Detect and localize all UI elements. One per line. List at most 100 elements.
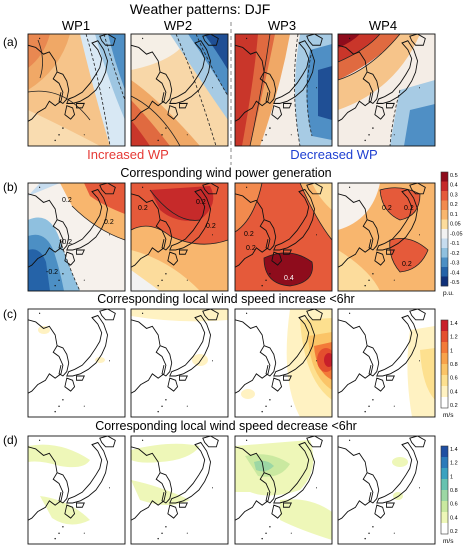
colorbar-swatch [441, 512, 448, 524]
colorbar-swatch [441, 238, 448, 249]
colorbar-tick-label: -0.3 [450, 261, 459, 267]
b-wp1-contour-label-3: -0.2 [60, 239, 72, 246]
column-header-wp1: WP1 [62, 18, 90, 33]
colorbar-swatch [441, 210, 448, 220]
colorbar-tick-label: 0.2 [450, 403, 458, 409]
colorbar-wind-power: 0.5 0.4 0.3 0.2 0.1 0.05 -0.05 -0.1 -0.2 -0.3 -0.4… [440, 171, 463, 297]
b-wp3-contour-label-2: 0.2 [246, 245, 256, 252]
colorbar-swatch [441, 172, 448, 182]
colorbar-swatch [441, 257, 448, 268]
map-a-wp3 [234, 33, 333, 147]
colorbar-tick-label: 0.8 [450, 488, 458, 494]
colorbar-tick-label: -0.5 [450, 280, 459, 286]
colorbar-swatch [441, 219, 448, 230]
colorbar-swatch [441, 375, 448, 387]
colorbar-swatch [441, 446, 448, 458]
column-header-wp3: WP3 [268, 18, 296, 33]
colorbar-tick-label: 0.2 [450, 529, 458, 535]
map-b-wp4: 0.2 0.2 0.2 [337, 182, 436, 292]
row-d-title: Corresponding local wind speed decrease … [95, 419, 357, 433]
colorbar-swatch [441, 457, 448, 469]
colorbar-tick-label: 0.8 [450, 362, 458, 368]
row-b-wind-power: 0.2 0.2 -0.2 -0.2 0.2 0.2 0.2 [27, 182, 436, 292]
colorbar-tick-label: 0.2 [450, 202, 458, 208]
column-header-wp2: WP2 [164, 18, 192, 33]
colorbar-tick-label: 1 [450, 348, 453, 354]
colorbar-swatch [441, 181, 448, 192]
colorbar-tick-label: 0.05 [450, 222, 461, 228]
colorbar-unit-label: m/s [443, 412, 454, 419]
colorbar-tick-label: 0.3 [450, 192, 458, 198]
colorbar-swatch [441, 386, 448, 398]
b-wp3-contour-label-1: 0.2 [244, 231, 254, 238]
colorbar-wind-increase: 1.4 1.2 1 0.8 0.6 0.4 0.2 m/s [440, 319, 458, 419]
colorbar-unit-label: m/s [443, 538, 454, 545]
b-wp4-contour-label-3: 0.2 [402, 261, 412, 268]
colorbar-swatch [441, 479, 448, 491]
b-wp4-contour-label-1: 0.2 [382, 205, 392, 212]
panel-letter-a: (a) [3, 35, 18, 49]
map-c-wp4 [337, 308, 436, 418]
map-d-wp1 [27, 435, 126, 545]
colorbar-tick-label: 0.4 [450, 515, 458, 521]
colorbar-swatch [441, 490, 448, 502]
colorbar-tick-label: 0.1 [450, 212, 458, 218]
colorbar-swatch [441, 364, 448, 376]
colorbar-tick-label: 1 [450, 474, 453, 480]
colorbar-swatch [441, 342, 448, 354]
map-d-wp4 [337, 435, 436, 545]
colorbar-tick-label: -0.2 [450, 251, 459, 257]
colorbar-swatch [441, 397, 448, 409]
colorbar-swatch [441, 501, 448, 513]
colorbar-swatch [441, 523, 448, 535]
map-b-wp1: 0.2 0.2 -0.2 -0.2 [27, 182, 126, 292]
row-c-title: Corresponding local wind speed increase … [97, 292, 354, 306]
panel-letter-d: (d) [3, 433, 18, 447]
colorbar-tick-label: 0.6 [450, 502, 458, 508]
map-a-wp1 [27, 33, 126, 147]
increased-wp-label: Increased WP [87, 147, 169, 162]
row-a-weather-patterns [27, 33, 436, 147]
colorbar-frame [440, 445, 449, 535]
map-d-wp3 [234, 435, 333, 545]
b-wp4-contour-label-2: 0.2 [404, 205, 414, 212]
colorbar-frame [440, 319, 449, 409]
b-wp1-contour-label-4: -0.2 [46, 269, 58, 276]
map-a-wp2 [130, 33, 229, 147]
map-c-wp1 [27, 308, 126, 418]
colorbar-tick-label: 1.2 [450, 461, 458, 467]
colorbar-swatch [441, 248, 448, 258]
colorbar-swatch [441, 468, 448, 480]
colorbar-tick-label: 0.6 [450, 376, 458, 382]
b-wp1-contour-label-2: 0.2 [104, 219, 114, 226]
b-wp2-contour-label-2: 0.2 [196, 199, 206, 206]
colorbar-swatch [441, 200, 448, 211]
map-a-wp4 [337, 33, 436, 147]
panel-letter-b: (b) [3, 180, 18, 194]
colorbar-swatch [441, 320, 448, 332]
colorbar-swatch [441, 353, 448, 365]
colorbar-swatch [441, 191, 448, 201]
row-b-title: Corresponding wind power generation [120, 166, 331, 180]
b-wp3-contour-label-3: 0.4 [284, 275, 294, 282]
colorbar-unit-label: p.u. [443, 290, 454, 297]
colorbar-tick-label: 0.4 [450, 389, 458, 395]
colorbar-wind-decrease: 1.4 1.2 1 0.8 0.6 0.4 0.2 m/s [440, 445, 458, 545]
colorbar-tick-label: -0.4 [450, 270, 459, 276]
colorbar-swatch [441, 267, 448, 277]
map-b-wp3: 0.2 0.2 0.4 [234, 182, 333, 292]
colorbar-swatch [441, 276, 448, 287]
colorbar-tick-label: 0.5 [450, 173, 458, 179]
colorbar-tick-label: 1.2 [450, 335, 458, 341]
colorbar-tick-label: 1.4 [450, 447, 458, 453]
map-c-wp3 [234, 308, 333, 418]
colorbar-swatch [441, 229, 448, 239]
row-c-wind-increase [27, 308, 436, 418]
decreased-wp-label: Decreased WP [290, 147, 377, 162]
colorbar-frame [440, 171, 449, 287]
map-d-wp2 [130, 435, 229, 545]
row-d-wind-decrease [27, 435, 436, 545]
colorbar-tick-label: 0.4 [450, 183, 458, 189]
b-wp1-contour-label-1: 0.2 [62, 197, 72, 204]
